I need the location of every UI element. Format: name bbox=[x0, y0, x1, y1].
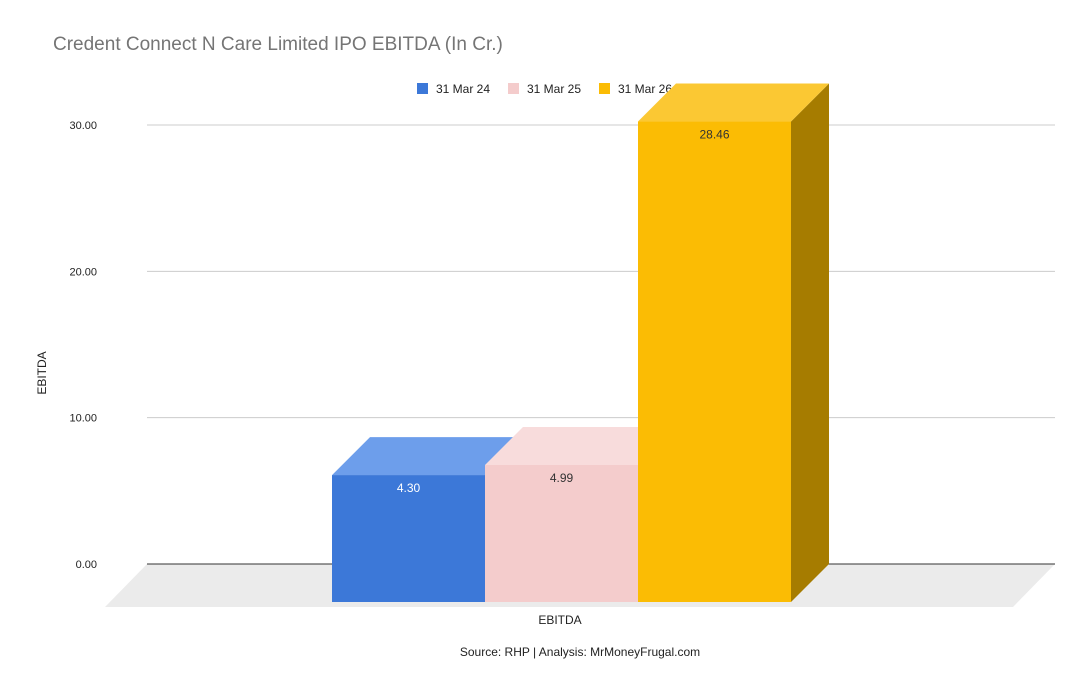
legend-swatch bbox=[599, 83, 610, 94]
bar-top bbox=[638, 83, 829, 122]
source-note: Source: RHP | Analysis: MrMoneyFrugal.co… bbox=[460, 645, 700, 659]
bar-31-mar-26: 28.46 bbox=[638, 83, 829, 602]
y-tick-label: 0.00 bbox=[76, 559, 97, 571]
legend-label: 31 Mar 26 bbox=[618, 82, 672, 96]
legend: 31 Mar 24 31 Mar 25 31 Mar 26 bbox=[417, 82, 672, 96]
y-tick-label: 10.00 bbox=[69, 413, 97, 425]
bar-data-label: 28.46 bbox=[699, 128, 729, 142]
bar-front bbox=[485, 464, 638, 602]
bar-data-label: 4.99 bbox=[550, 471, 574, 485]
legend-swatch bbox=[417, 83, 428, 94]
x-axis-label: EBITDA bbox=[538, 613, 581, 627]
bar-top bbox=[332, 437, 523, 476]
y-axis-label: EBITDA bbox=[35, 351, 49, 394]
legend-label: 31 Mar 24 bbox=[436, 82, 490, 96]
y-axis-ticks: 0.00 10.00 20.00 30.00 bbox=[69, 120, 97, 571]
chart-title: Credent Connect N Care Limited IPO EBITD… bbox=[53, 34, 503, 55]
bar-front bbox=[638, 121, 791, 602]
bar-data-label: 4.30 bbox=[397, 481, 421, 495]
bars: 4.30 4.99 28.46 bbox=[332, 83, 829, 602]
bar-front bbox=[332, 475, 485, 602]
legend-label: 31 Mar 25 bbox=[527, 82, 581, 96]
y-tick-label: 30.00 bbox=[69, 120, 97, 132]
bar-side bbox=[791, 83, 829, 602]
y-tick-label: 20.00 bbox=[69, 266, 97, 278]
bar-top bbox=[485, 426, 676, 465]
legend-swatch bbox=[508, 83, 519, 94]
